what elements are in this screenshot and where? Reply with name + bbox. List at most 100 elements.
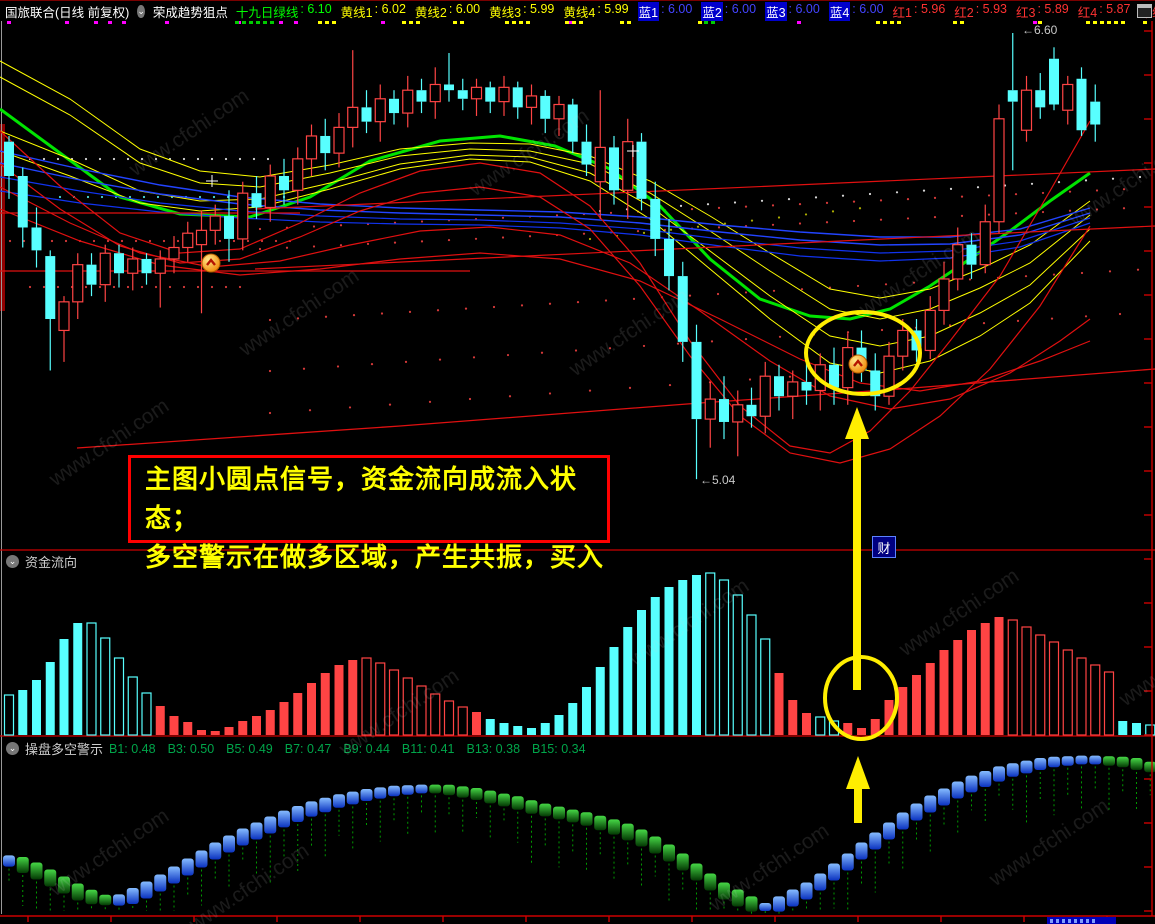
ma-overlay-lines xyxy=(0,60,1155,464)
annotation-box: 主图小圆点信号，资金流向成流入状态； 多空警示在做多区域，产生共振，买入 xyxy=(128,455,610,572)
candle xyxy=(938,278,950,312)
collapse-icon-warning[interactable]: ⌄ xyxy=(6,742,19,755)
wave-blob xyxy=(676,853,689,871)
fund-bar xyxy=(857,728,866,735)
candle xyxy=(924,309,936,352)
candle xyxy=(1062,83,1074,111)
candle xyxy=(677,276,688,342)
wave-blob xyxy=(113,894,125,906)
wave-blob xyxy=(30,862,43,880)
wave-blob xyxy=(1130,758,1143,770)
chevron-down-icon[interactable]: ⌄ xyxy=(137,4,145,18)
candle xyxy=(45,256,56,319)
wave-blob xyxy=(195,850,208,868)
fund-bar xyxy=(3,694,15,736)
wave-blob xyxy=(58,876,70,894)
fund-bar xyxy=(238,721,248,735)
header-indicator-value: 红1: 5.96 xyxy=(892,1,946,20)
fund-bar xyxy=(252,716,261,735)
fund-bar xyxy=(802,713,811,735)
fund-bar xyxy=(1062,649,1073,736)
wave-blob xyxy=(1006,763,1019,777)
candle xyxy=(17,176,28,228)
fund-bar xyxy=(197,730,206,735)
fund-bar xyxy=(32,680,41,735)
candle xyxy=(829,364,839,388)
candle xyxy=(86,264,97,285)
fund-bar xyxy=(485,719,495,735)
candle xyxy=(609,147,619,191)
buy-signal-dot xyxy=(848,354,868,374)
header-indicator-value: 蓝3: 6.00 xyxy=(765,1,820,21)
candle xyxy=(168,246,180,260)
fund-bar xyxy=(705,572,716,736)
wave-blob xyxy=(883,822,895,840)
fund-bar xyxy=(953,640,963,735)
candle xyxy=(650,198,661,239)
wave-blob xyxy=(71,883,84,901)
up-arrow-shaft-2 xyxy=(854,788,862,823)
window-icon[interactable] xyxy=(1137,4,1152,18)
wave-blob xyxy=(979,771,992,787)
candle xyxy=(333,126,345,154)
cai-badge: 财 xyxy=(872,536,896,558)
wave-blob xyxy=(374,787,387,799)
candle xyxy=(759,375,771,417)
candle xyxy=(31,227,42,251)
candle xyxy=(787,381,799,397)
candle xyxy=(292,158,304,191)
mini-period-widget[interactable] xyxy=(1047,917,1116,924)
wave-blob xyxy=(140,881,153,899)
fund-bar xyxy=(334,665,344,735)
header-bar: 国旅联合(日线 前复权) ⌄ 荣成趋势狙点 十九日绿线: 6.10 黄线1: 6.… xyxy=(0,1,1155,21)
candle xyxy=(966,244,977,265)
candle xyxy=(141,258,152,274)
warning-b-values: B1: 0.48 B3: 0.50 B5: 0.49 B7: 0.47 B9: 0.44… xyxy=(109,742,586,756)
wave-blob xyxy=(800,882,813,900)
collapse-icon-fundflow[interactable]: ⌄ xyxy=(6,555,19,568)
fund-bar xyxy=(582,687,591,735)
wave-blob xyxy=(443,784,455,796)
fund-bar xyxy=(113,657,125,736)
ma-line-十九日绿线 xyxy=(0,107,1091,321)
wave-blob xyxy=(690,863,703,881)
candle xyxy=(195,229,208,246)
candle xyxy=(485,87,496,102)
candle xyxy=(801,381,812,391)
fund-bar xyxy=(59,639,69,735)
wave-blob xyxy=(3,855,15,867)
candle xyxy=(540,95,551,119)
fund-bar xyxy=(457,706,468,736)
warning-panel-title: 操盘多空警示 xyxy=(25,742,104,757)
wave-blob xyxy=(704,873,717,891)
wave-blob xyxy=(938,788,950,806)
ma-line-红1 xyxy=(0,120,1091,454)
fund-bar xyxy=(1090,664,1101,736)
wave-blob xyxy=(649,836,662,854)
wave-blob xyxy=(951,781,964,799)
fund-bar xyxy=(416,685,427,736)
fund-bar xyxy=(925,663,935,735)
candle xyxy=(664,238,674,277)
wave-blob xyxy=(1103,756,1115,766)
header-indicator-value: 黄线4: 5.99 xyxy=(563,1,629,20)
candle xyxy=(127,258,139,274)
fund-bar xyxy=(692,575,701,735)
wave-blob xyxy=(855,842,868,860)
highlight-ellipse-main xyxy=(804,310,922,396)
fund-bar xyxy=(402,677,413,736)
cross-marks xyxy=(206,145,639,187)
candle xyxy=(897,329,909,357)
signal-dots-row xyxy=(7,20,1147,24)
indicator-values: 十九日绿线: 6.10 黄线1: 6.02 黄线2: 6.00 黄线3: 5.99 黄线… xyxy=(236,1,1155,21)
fund-bar xyxy=(774,673,784,735)
b-value: B3: 0.50 xyxy=(167,741,215,756)
candle xyxy=(279,176,289,191)
fund-bar xyxy=(293,693,303,735)
annotation-line1: 主图小圆点信号，资金流向成流入状态； xyxy=(145,464,578,533)
candle xyxy=(993,118,1005,223)
header-indicator-value: 红4: 5.87 xyxy=(1077,1,1131,20)
wave-blob xyxy=(814,873,827,891)
fund-bar xyxy=(788,700,798,735)
b-value: B1: 0.48 xyxy=(109,741,156,756)
